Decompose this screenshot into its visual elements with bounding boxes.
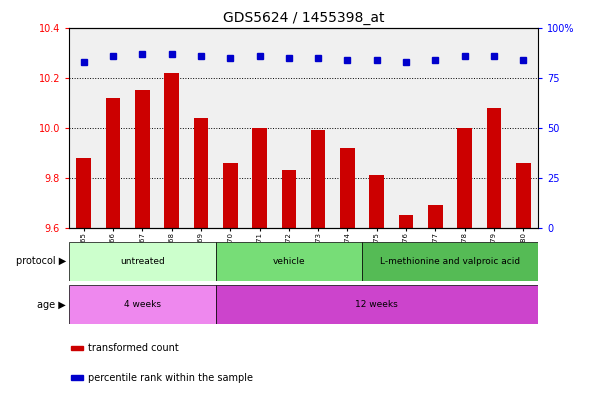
Bar xyxy=(106,98,120,228)
Text: age ▶: age ▶ xyxy=(37,299,66,310)
Bar xyxy=(311,130,326,228)
Bar xyxy=(76,158,91,228)
Text: untreated: untreated xyxy=(120,257,165,266)
Bar xyxy=(487,108,501,228)
Title: GDS5624 / 1455398_at: GDS5624 / 1455398_at xyxy=(223,11,384,25)
Bar xyxy=(194,118,209,228)
Text: protocol ▶: protocol ▶ xyxy=(16,256,66,266)
Bar xyxy=(69,285,216,324)
Bar xyxy=(69,242,216,281)
Text: percentile rank within the sample: percentile rank within the sample xyxy=(88,373,253,383)
Text: L-methionine and valproic acid: L-methionine and valproic acid xyxy=(380,257,520,266)
Bar xyxy=(216,285,538,324)
Bar xyxy=(428,206,443,228)
Bar xyxy=(223,163,237,228)
Bar xyxy=(72,346,83,350)
Bar xyxy=(135,90,150,228)
Text: transformed count: transformed count xyxy=(88,343,178,353)
Bar xyxy=(252,128,267,228)
Bar xyxy=(457,128,472,228)
Bar xyxy=(516,163,531,228)
Bar xyxy=(72,375,83,380)
Bar xyxy=(398,215,413,228)
Text: 12 weeks: 12 weeks xyxy=(355,300,398,309)
Bar xyxy=(362,242,538,281)
Bar xyxy=(164,73,179,228)
Bar xyxy=(340,148,355,228)
Bar xyxy=(216,242,362,281)
Text: vehicle: vehicle xyxy=(272,257,305,266)
Bar xyxy=(281,170,296,228)
Bar xyxy=(370,175,384,228)
Text: 4 weeks: 4 weeks xyxy=(124,300,161,309)
